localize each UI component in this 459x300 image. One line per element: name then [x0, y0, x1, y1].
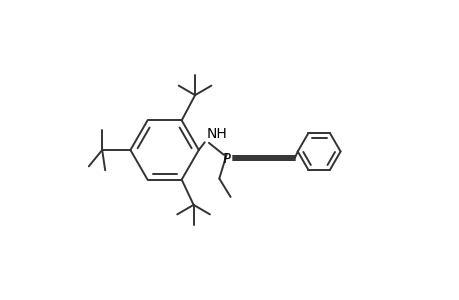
Text: NH: NH — [206, 127, 226, 141]
Text: P: P — [222, 152, 230, 166]
